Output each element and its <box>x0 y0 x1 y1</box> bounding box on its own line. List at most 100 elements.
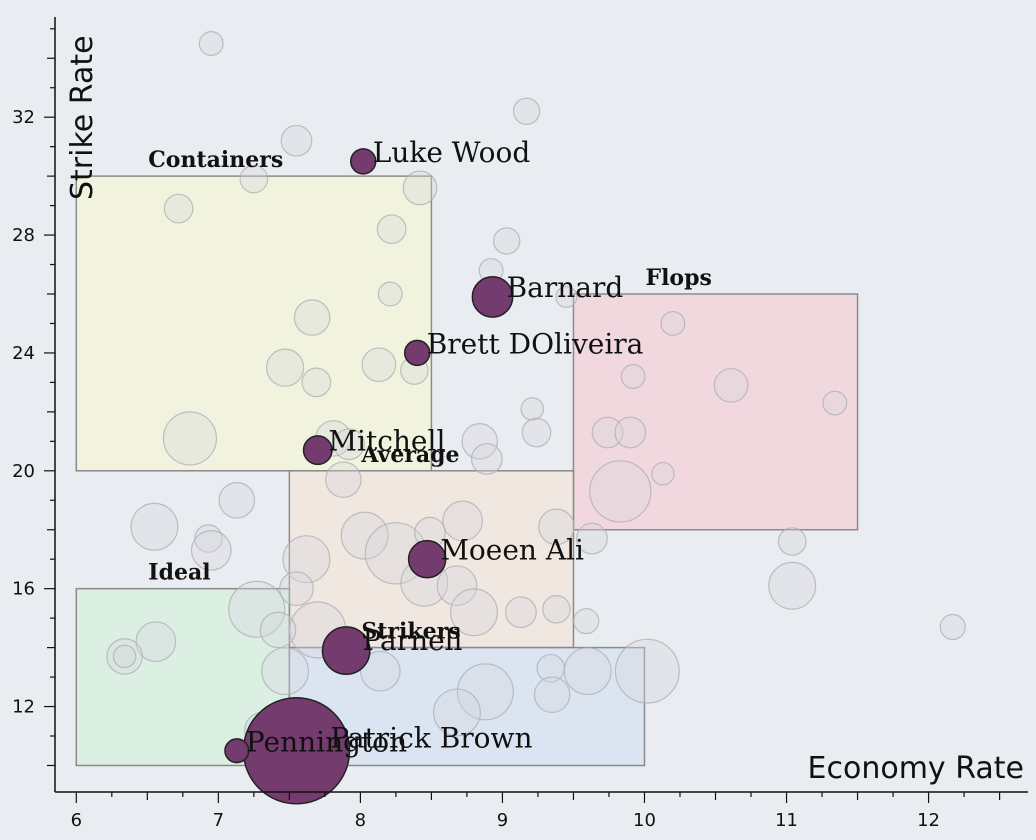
background-bubble <box>325 461 362 498</box>
label-moeen-ali: Moeen Ali <box>440 533 584 566</box>
background-bubble <box>190 530 232 571</box>
label-mitchell: Mitchell <box>328 425 445 458</box>
zone-label-ideal: Ideal <box>148 560 210 586</box>
y-tick-label: 12 <box>12 697 35 718</box>
background-bubble <box>228 580 286 638</box>
y-tick-label: 16 <box>12 579 35 600</box>
zone-label-average: Average <box>360 442 459 468</box>
background-bubble <box>359 650 401 692</box>
background-bubble <box>130 502 179 551</box>
background-bubble <box>376 214 407 245</box>
bubble-mitchell <box>302 435 333 466</box>
background-bubble <box>589 460 652 523</box>
zone-label-containers: Containers <box>148 147 283 173</box>
background-bubble <box>282 535 331 584</box>
x-tick-label: 8 <box>355 810 366 831</box>
background-bubble <box>542 595 571 624</box>
zone-flops <box>572 293 859 531</box>
y-tick-label: 20 <box>12 461 35 482</box>
background-bubble <box>470 443 503 475</box>
label-barnard: Barnard <box>507 271 624 304</box>
highlighted-bubbles-layer <box>224 148 514 805</box>
background-bubble <box>620 364 646 389</box>
background-bubble <box>591 416 624 449</box>
y-tick-label: 24 <box>12 343 35 364</box>
bubble-barnard <box>471 276 514 318</box>
background-bubble <box>573 607 600 635</box>
label-parnell: Parnell <box>362 624 462 657</box>
background-bubble <box>768 561 817 610</box>
background-bubble <box>576 522 608 555</box>
background-bubble <box>218 481 256 519</box>
x-tick-label: 10 <box>633 810 656 831</box>
background-bubble <box>939 613 966 641</box>
background-bubble <box>301 367 332 398</box>
x-axis: 6 7 8 9 10 11 12 <box>55 791 1028 831</box>
y-tick-label: 32 <box>12 107 35 128</box>
x-tick-label: 7 <box>213 810 224 831</box>
background-bubble <box>259 611 297 649</box>
background-bubble <box>456 663 514 721</box>
background-bubble <box>340 511 389 560</box>
zone-label-flops: Flops <box>645 265 711 291</box>
y-tick-label: 28 <box>12 225 35 246</box>
background-bubble <box>461 423 498 460</box>
bubble-luke-wood <box>349 148 377 175</box>
background-bubble <box>651 461 675 486</box>
background-bubble <box>777 527 807 556</box>
x-tick-label: 11 <box>775 810 798 831</box>
bubble-brett-doliveira <box>403 339 431 367</box>
zone-containers <box>75 175 433 472</box>
background-bubble <box>614 416 647 449</box>
background-bubble <box>279 571 314 607</box>
zone-labels-layer: Containers Flops Average Ideal Strikers <box>148 147 712 644</box>
background-bubble <box>265 348 305 387</box>
background-bubble <box>533 676 571 714</box>
label-patrick-brown: Patrick Brown <box>330 721 532 754</box>
zone-label-strikers: Strikers <box>361 619 460 645</box>
y-axis: 12 16 20 24 28 32 <box>12 17 56 792</box>
background-bubble <box>660 311 686 336</box>
background-bubble <box>239 164 269 194</box>
background-bubble <box>280 124 313 157</box>
background-bubble <box>504 596 537 629</box>
background-bubble <box>377 281 403 307</box>
background-bubble <box>436 565 478 607</box>
background-bubble <box>520 397 545 421</box>
background-bubble <box>163 193 194 224</box>
background-bubble <box>450 588 499 637</box>
label-brett-doliveira: Brett DOliveira <box>427 328 644 361</box>
background-bubble <box>442 500 484 542</box>
background-bubble <box>135 621 177 663</box>
background-bubble <box>614 638 680 704</box>
background-bubble <box>198 31 224 56</box>
background-bubble <box>713 367 749 403</box>
background-bubble <box>106 638 143 675</box>
background-bubble <box>361 347 397 383</box>
background-bubble <box>822 390 848 416</box>
background-bubble <box>432 688 481 737</box>
background-bubble <box>563 647 612 696</box>
background-bubble <box>512 97 541 126</box>
bubble-pennington <box>224 738 250 764</box>
background-bubble <box>521 417 552 448</box>
y-axis-title: Strike Rate <box>65 35 100 200</box>
background-bubble <box>293 299 331 336</box>
x-tick-label: 6 <box>71 810 82 831</box>
x-tick-label: 12 <box>917 810 940 831</box>
background-bubble <box>261 647 310 696</box>
label-pennington: Pennington <box>246 726 407 759</box>
background-bubble <box>112 644 137 669</box>
player-labels-layer: Luke Wood Barnard Brett DOliveira Mitchell M… <box>246 136 643 758</box>
bubble-parnell <box>321 626 371 676</box>
x-axis-title: Economy Rate <box>808 751 1024 786</box>
background-bubble <box>492 227 521 255</box>
background-bubble <box>162 411 218 466</box>
bubble-moeen-ali <box>407 539 447 579</box>
background-bubble <box>402 170 438 206</box>
label-luke-wood: Luke Wood <box>373 136 531 169</box>
background-bubble <box>333 428 365 461</box>
background-bubble <box>538 508 575 546</box>
x-tick-label: 9 <box>497 810 508 831</box>
